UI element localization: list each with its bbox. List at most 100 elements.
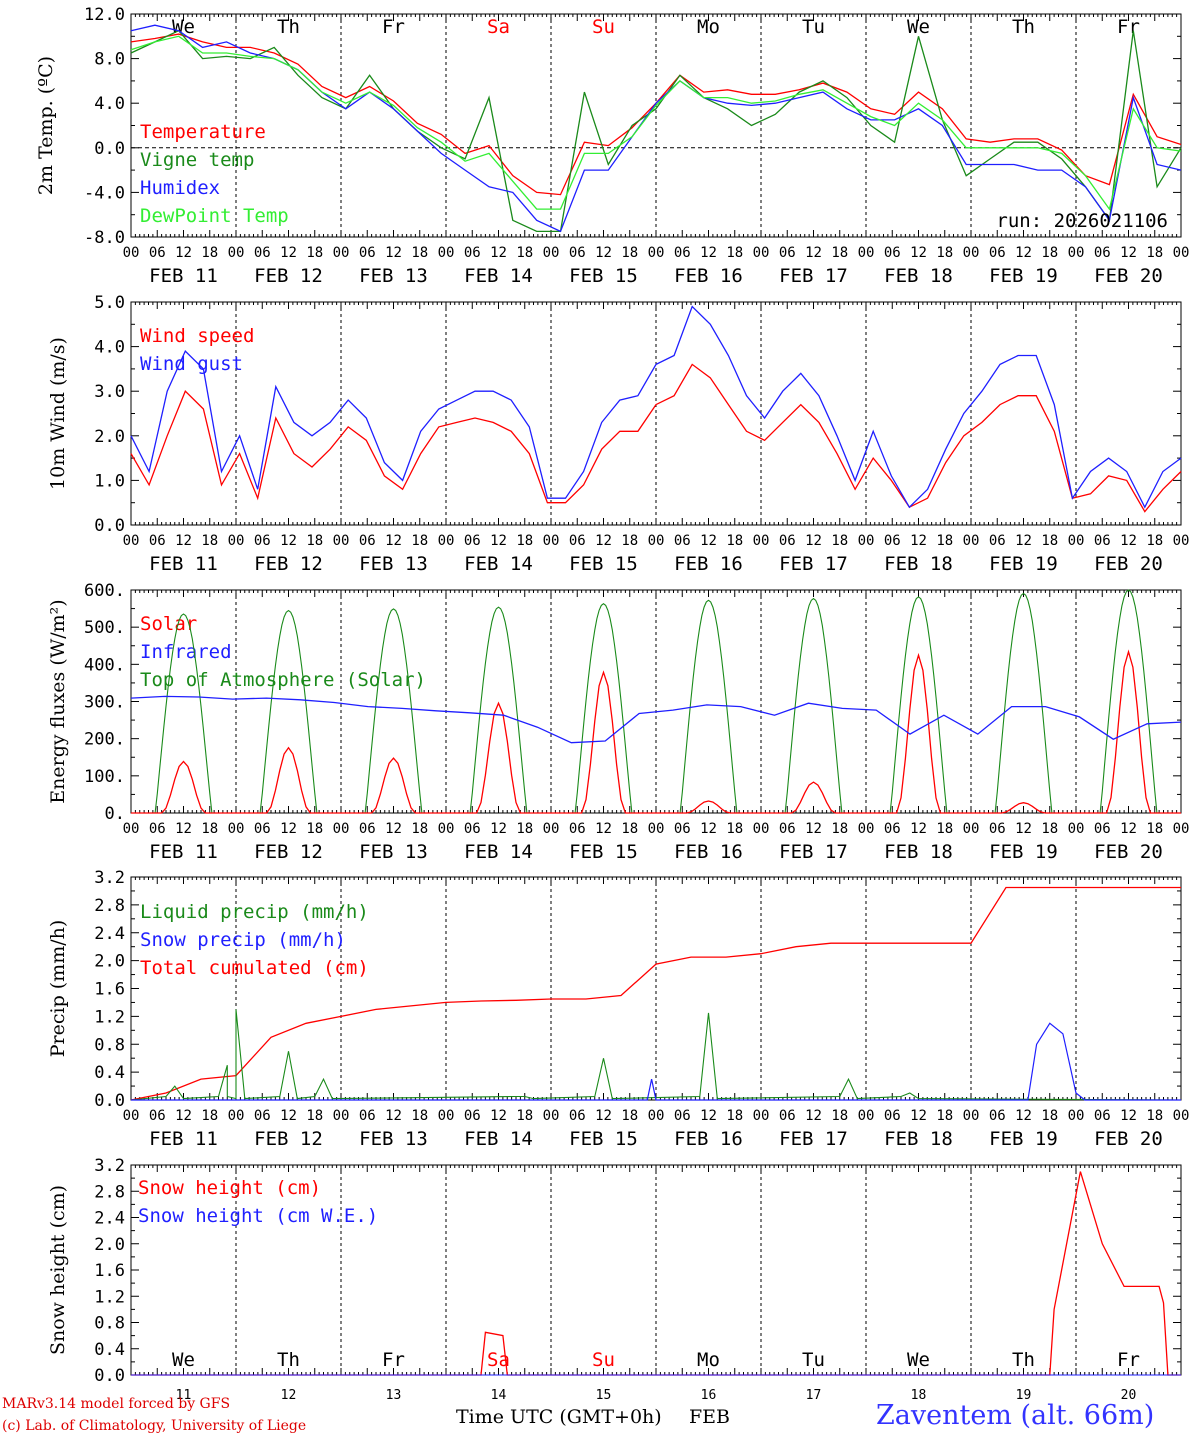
- date-label: FEB 16: [674, 553, 743, 575]
- hour-tick-label: 18: [306, 1108, 323, 1124]
- y-tick-label: 2.0: [94, 952, 125, 972]
- hour-tick-label: 06: [884, 821, 901, 837]
- hour-tick-label: 12: [700, 533, 717, 549]
- hour-tick-label: 06: [1094, 1108, 1111, 1124]
- hour-tick-label: 12: [1120, 245, 1137, 261]
- legend-entry: Vigne temp: [140, 149, 254, 171]
- hour-tick-label: 12: [595, 533, 612, 549]
- hour-tick-label: 06: [149, 533, 166, 549]
- hour-tick-label: 00: [858, 1108, 875, 1124]
- weekday-label: Fr: [1117, 16, 1140, 38]
- hour-tick-label: 18: [306, 533, 323, 549]
- hour-tick-label: 06: [569, 821, 586, 837]
- hour-tick-label: 06: [884, 533, 901, 549]
- hour-tick-label: 06: [989, 533, 1006, 549]
- hour-tick-label: 18: [726, 533, 743, 549]
- hour-tick-label: 18: [1041, 821, 1058, 837]
- hour-tick-label: 06: [254, 533, 271, 549]
- date-label: FEB 11: [149, 841, 218, 863]
- run-label: run: 2026021106: [996, 210, 1168, 232]
- series-toa-solar: [568, 603, 639, 814]
- weekday-label: We: [907, 16, 930, 38]
- hour-tick-label: 06: [989, 245, 1006, 261]
- y-tick-label: 0.8: [94, 1314, 125, 1334]
- date-label: FEB 17: [779, 553, 848, 575]
- hour-tick-label: 00: [333, 533, 350, 549]
- y-tick-label: 2.4: [94, 924, 125, 944]
- hour-tick-label: 06: [464, 533, 481, 549]
- hour-tick-label: 00: [123, 533, 140, 549]
- weekday-label: Su: [592, 1349, 615, 1371]
- hour-tick-label: 18: [411, 821, 428, 837]
- hour-tick-label: 12: [175, 821, 192, 837]
- hour-tick-label: 18: [831, 821, 848, 837]
- hour-tick-label: 06: [779, 245, 796, 261]
- y-tick-label: 500.: [84, 618, 125, 638]
- hour-tick-label: 18: [516, 533, 533, 549]
- y-axis-label: Precip (mm/h): [47, 920, 69, 1058]
- date-label: FEB 11: [149, 1128, 218, 1150]
- series-infrared: [130, 695, 1182, 744]
- hour-tick-label: 00: [963, 533, 980, 549]
- hour-tick-label: 18: [516, 1108, 533, 1124]
- hour-tick-label: 12: [385, 533, 402, 549]
- series-dewpoint-temp: [130, 35, 1182, 211]
- hour-tick-label: 18: [516, 245, 533, 261]
- series-wind-gust: [130, 305, 1182, 509]
- hour-tick-label: 00: [648, 245, 665, 261]
- hour-tick-label: 00: [648, 533, 665, 549]
- weekday-label: Mo: [697, 16, 720, 38]
- legend-entry: Snow height (cm): [138, 1177, 321, 1199]
- hour-tick-label: 00: [648, 1108, 665, 1124]
- y-tick-label: 400.: [84, 655, 125, 675]
- hour-tick-label: 06: [674, 1108, 691, 1124]
- legend-entry: Temperature: [140, 121, 266, 143]
- hour-tick-label: 18: [621, 1108, 638, 1124]
- date-label: FEB 13: [359, 265, 428, 287]
- series-snow-height: [131, 1171, 1181, 1376]
- weekday-label: Tu: [802, 1349, 825, 1371]
- day-number-label: 15: [596, 1388, 612, 1403]
- hour-tick-label: 06: [464, 245, 481, 261]
- day-number-label: 19: [1016, 1388, 1032, 1403]
- y-tick-label: 0.0: [94, 139, 125, 159]
- hour-tick-label: 12: [1015, 1108, 1032, 1124]
- series-toa-solar: [1093, 589, 1164, 814]
- hour-tick-label: 12: [175, 533, 192, 549]
- weekday-label: Th: [1012, 1349, 1035, 1371]
- date-label: FEB 16: [674, 841, 743, 863]
- y-tick-label: 5.0: [94, 293, 125, 313]
- y-tick-label: 0.8: [94, 1035, 125, 1055]
- day-number-label: 12: [281, 1388, 297, 1403]
- hour-tick-label: 12: [385, 245, 402, 261]
- date-label: FEB 18: [884, 1128, 953, 1150]
- hour-tick-label: 00: [1068, 821, 1085, 837]
- hour-tick-label: 12: [700, 245, 717, 261]
- day-number-label: 13: [386, 1388, 402, 1403]
- hour-tick-label: 18: [831, 533, 848, 549]
- y-tick-label: 3.0: [94, 382, 125, 402]
- date-label: FEB 20: [1094, 1128, 1163, 1150]
- hour-tick-label: 12: [280, 821, 297, 837]
- date-label: FEB 15: [569, 265, 638, 287]
- hour-tick-label: 00: [123, 1108, 140, 1124]
- hour-tick-label: 18: [1041, 245, 1058, 261]
- series-liquid-precip: [130, 1009, 1182, 1101]
- hour-tick-label: 00: [123, 245, 140, 261]
- hour-tick-label: 18: [201, 1108, 218, 1124]
- weekday-label: We: [172, 1349, 195, 1371]
- hour-tick-label: 18: [1041, 533, 1058, 549]
- weekday-label: Th: [277, 16, 300, 38]
- hour-tick-label: 18: [411, 1108, 428, 1124]
- y-tick-label: 4.0: [94, 94, 125, 114]
- weekday-label: Tu: [802, 16, 825, 38]
- hour-tick-label: 12: [805, 1108, 822, 1124]
- weekday-label: Su: [592, 16, 615, 38]
- date-label: FEB 12: [254, 265, 323, 287]
- hour-tick-label: 12: [490, 245, 507, 261]
- hour-tick-label: 06: [359, 821, 376, 837]
- hour-tick-label: 06: [1094, 245, 1111, 261]
- date-label: FEB 12: [254, 553, 323, 575]
- weekday-label: Fr: [1117, 1349, 1140, 1371]
